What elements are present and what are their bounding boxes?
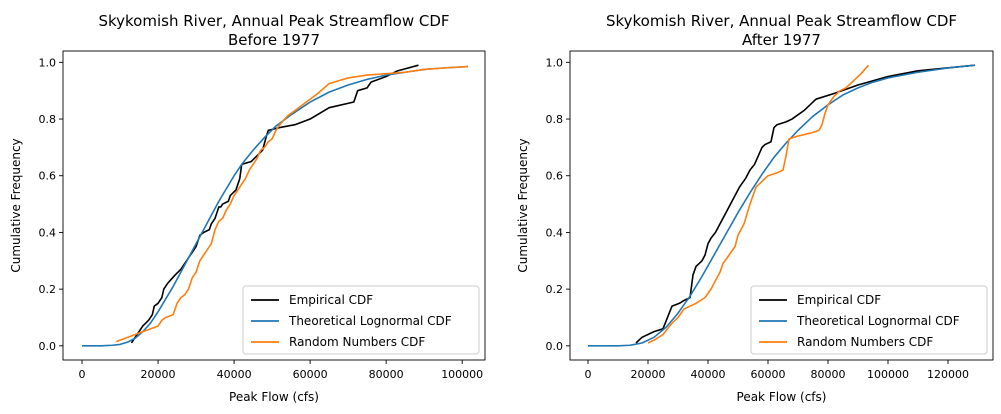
y-tick-label: 0.4 — [39, 226, 57, 239]
legend: Empirical CDF Theoretical Lognormal CDF Ra… — [242, 285, 480, 355]
y-tick-label: 0.0 — [39, 340, 57, 353]
y-tick-label: 0.6 — [546, 170, 564, 183]
y-tick-label: 1.0 — [546, 56, 564, 69]
y-tick-label: 0.8 — [546, 113, 564, 126]
legend-label: Random Numbers CDF — [289, 335, 425, 349]
legend-box — [242, 285, 480, 355]
x-tick-label: 100000 — [867, 368, 909, 381]
x-axis-label: Peak Flow (cfs) — [737, 390, 827, 404]
x-tick-label: 100000 — [441, 368, 483, 381]
y-tick-label: 1.0 — [39, 56, 57, 69]
y-tick-label: 0.8 — [39, 113, 57, 126]
x-tick-label: 80000 — [811, 368, 846, 381]
legend-label: Theoretical Lognormal CDF — [796, 314, 960, 328]
chart-title: Skykomish River, Annual Peak Streamflow … — [606, 12, 957, 49]
y-tick-label: 0.4 — [546, 226, 564, 239]
legend-label: Random Numbers CDF — [797, 335, 933, 349]
x-tick-label: 20000 — [141, 368, 176, 381]
legend-label: Empirical CDF — [797, 293, 881, 307]
chart-after-1977: Skykomish River, Annual Peak Streamflow … — [516, 12, 994, 404]
x-tick-label: 0 — [585, 368, 592, 381]
y-tick-label: 0.0 — [546, 340, 564, 353]
legend-label: Empirical CDF — [289, 293, 373, 307]
y-tick-label: 0.6 — [39, 170, 57, 183]
x-tick-label: 60000 — [751, 368, 786, 381]
axes-frame — [569, 50, 994, 361]
x-tick-label: 0 — [79, 368, 86, 381]
x-axis-label: Peak Flow (cfs) — [229, 390, 319, 404]
series-line-3 — [647, 64, 870, 344]
x-tick-label: 40000 — [691, 368, 726, 381]
x-tick-label: 40000 — [217, 368, 252, 381]
series-line-1 — [130, 64, 419, 344]
legend-label: Theoretical Lognormal CDF — [288, 314, 452, 328]
x-tick-label: 20000 — [631, 368, 666, 381]
legend-box — [750, 285, 988, 355]
y-axis-label: Cumulative Frequency — [516, 138, 530, 272]
chart-title: Skykomish River, Annual Peak Streamflow … — [98, 12, 449, 49]
axes-frame — [62, 50, 486, 361]
chart-before-1977: Skykomish River, Annual Peak Streamflow … — [9, 12, 486, 404]
y-tick-label: 0.2 — [39, 283, 57, 296]
series-line-2 — [588, 64, 976, 347]
legend: Empirical CDF Theoretical Lognormal CDF Ra… — [750, 285, 988, 355]
series-line-2 — [82, 65, 468, 347]
x-tick-label: 60000 — [293, 368, 328, 381]
x-tick-label: 80000 — [369, 368, 404, 381]
series-line-3 — [115, 65, 468, 343]
x-tick-label: 120000 — [927, 368, 969, 381]
series-line-1 — [635, 64, 976, 344]
y-axis-label: Cumulative Frequency — [9, 138, 23, 272]
y-tick-label: 0.2 — [546, 283, 564, 296]
